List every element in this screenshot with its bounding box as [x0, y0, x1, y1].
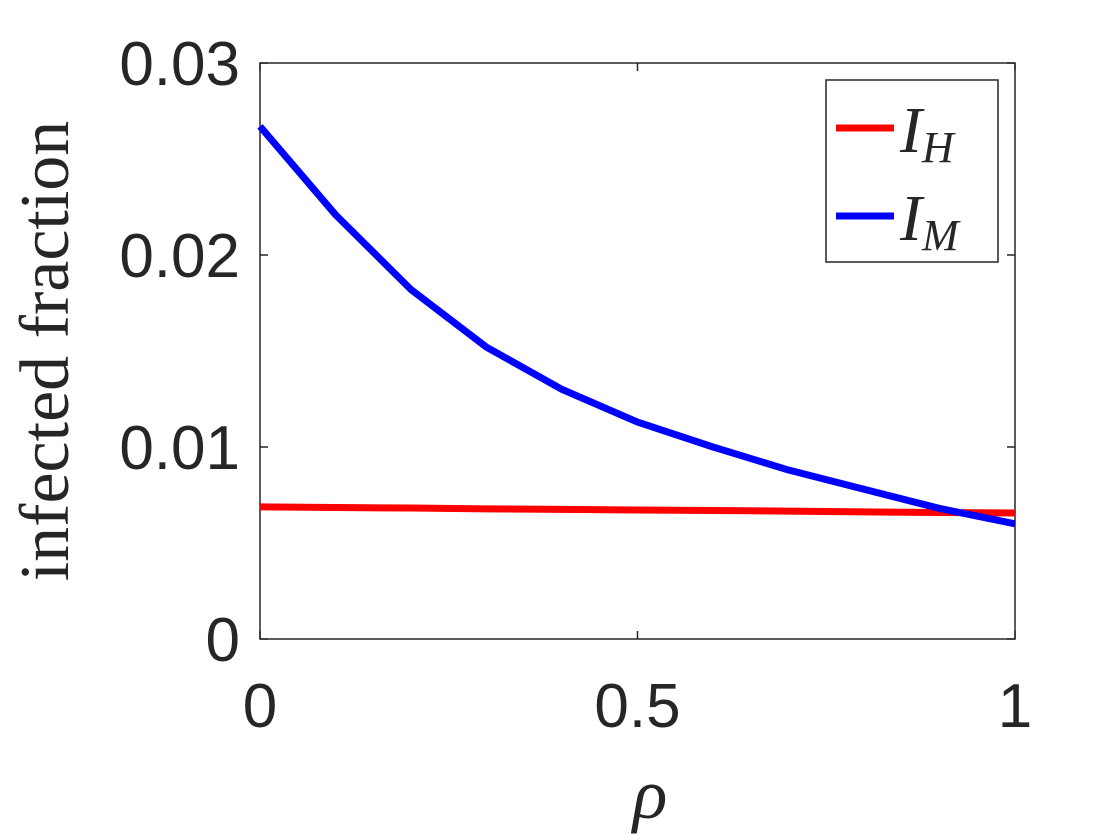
y-tick-label: 0.03	[119, 30, 240, 99]
y-axis-label: infected fraction	[7, 121, 84, 582]
legend-subscript: M	[921, 211, 961, 260]
legend-subscript: H	[921, 123, 956, 172]
x-tick-label: 0	[243, 672, 277, 741]
y-tick-label: 0.01	[119, 414, 240, 483]
legend-label: IH	[899, 94, 956, 172]
legend-box	[825, 79, 999, 263]
line	[257, 124, 1016, 528]
x-tick-label: 0.5	[594, 672, 680, 741]
y-tick-label: 0	[206, 606, 240, 675]
line	[259, 503, 1016, 517]
legend-name: I	[899, 94, 925, 167]
x-axis-label: ρ	[631, 754, 668, 834]
legend-name: I	[899, 182, 925, 255]
legend-label: IM	[899, 182, 961, 260]
y-tick-label: 0.02	[119, 222, 240, 291]
x-tick-label: 1	[998, 672, 1032, 741]
